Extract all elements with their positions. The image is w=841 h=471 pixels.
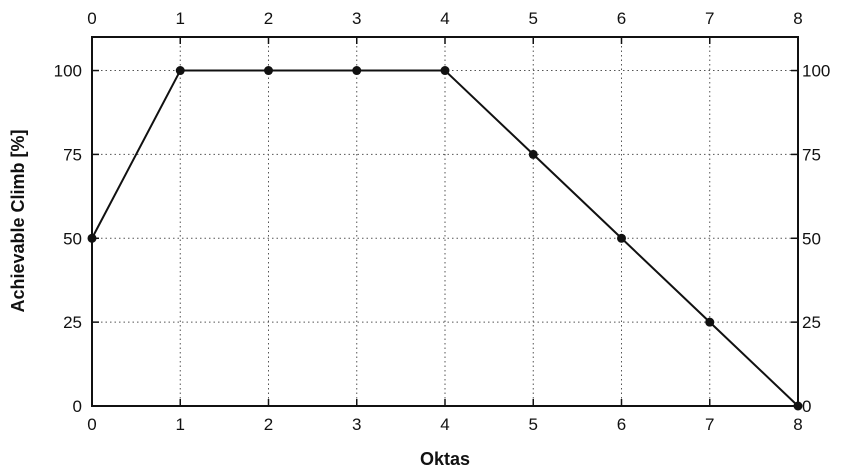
x-tick-label-top: 3 [352,9,361,28]
data-point [705,317,715,327]
x-tick-label: 7 [705,415,714,434]
data-point [352,66,362,76]
x-tick-label: 3 [352,415,361,434]
x-axis-title: Oktas [420,449,470,469]
plot-frame [91,36,799,407]
x-tick-label: 6 [617,415,626,434]
x-tick-label-top: 8 [793,9,802,28]
y-tick-label: 25 [63,313,82,332]
x-tick-label: 5 [529,415,538,434]
y-tick-label: 50 [63,229,82,248]
data-point [528,149,538,159]
data-point [440,66,450,76]
x-tick-label-top: 2 [264,9,273,28]
y-axis-title: Achievable Climb [%] [8,129,28,312]
x-tick-label-top: 0 [87,9,96,28]
data-point [175,66,185,76]
x-tick-label: 2 [264,415,273,434]
y-tick-label-right: 100 [802,62,830,81]
x-tick-label-top: 7 [705,9,714,28]
data-point [617,233,626,243]
y-tick-label: 100 [54,62,82,81]
series-line [91,69,799,407]
x-tick-label: 8 [793,415,802,434]
grid-lines [92,37,798,406]
x-tick-label: 4 [440,415,449,434]
x-tick-label-top: 5 [529,9,538,28]
y-tick-label-right: 75 [802,145,821,164]
x-tick-label-top: 1 [176,9,185,28]
y-tick-label-right: 0 [802,397,811,416]
y-tick-label-right: 50 [802,229,821,248]
x-tick-label-top: 6 [617,9,626,28]
x-tick-label: 1 [176,415,185,434]
y-tick-label: 0 [73,397,82,416]
x-tick-label-top: 4 [440,9,449,28]
x-tick-label: 0 [87,415,96,434]
data-point [264,66,273,76]
y-tick-label-right: 25 [802,313,821,332]
series-line-layer [91,69,799,407]
y-tick-label: 75 [63,145,82,164]
